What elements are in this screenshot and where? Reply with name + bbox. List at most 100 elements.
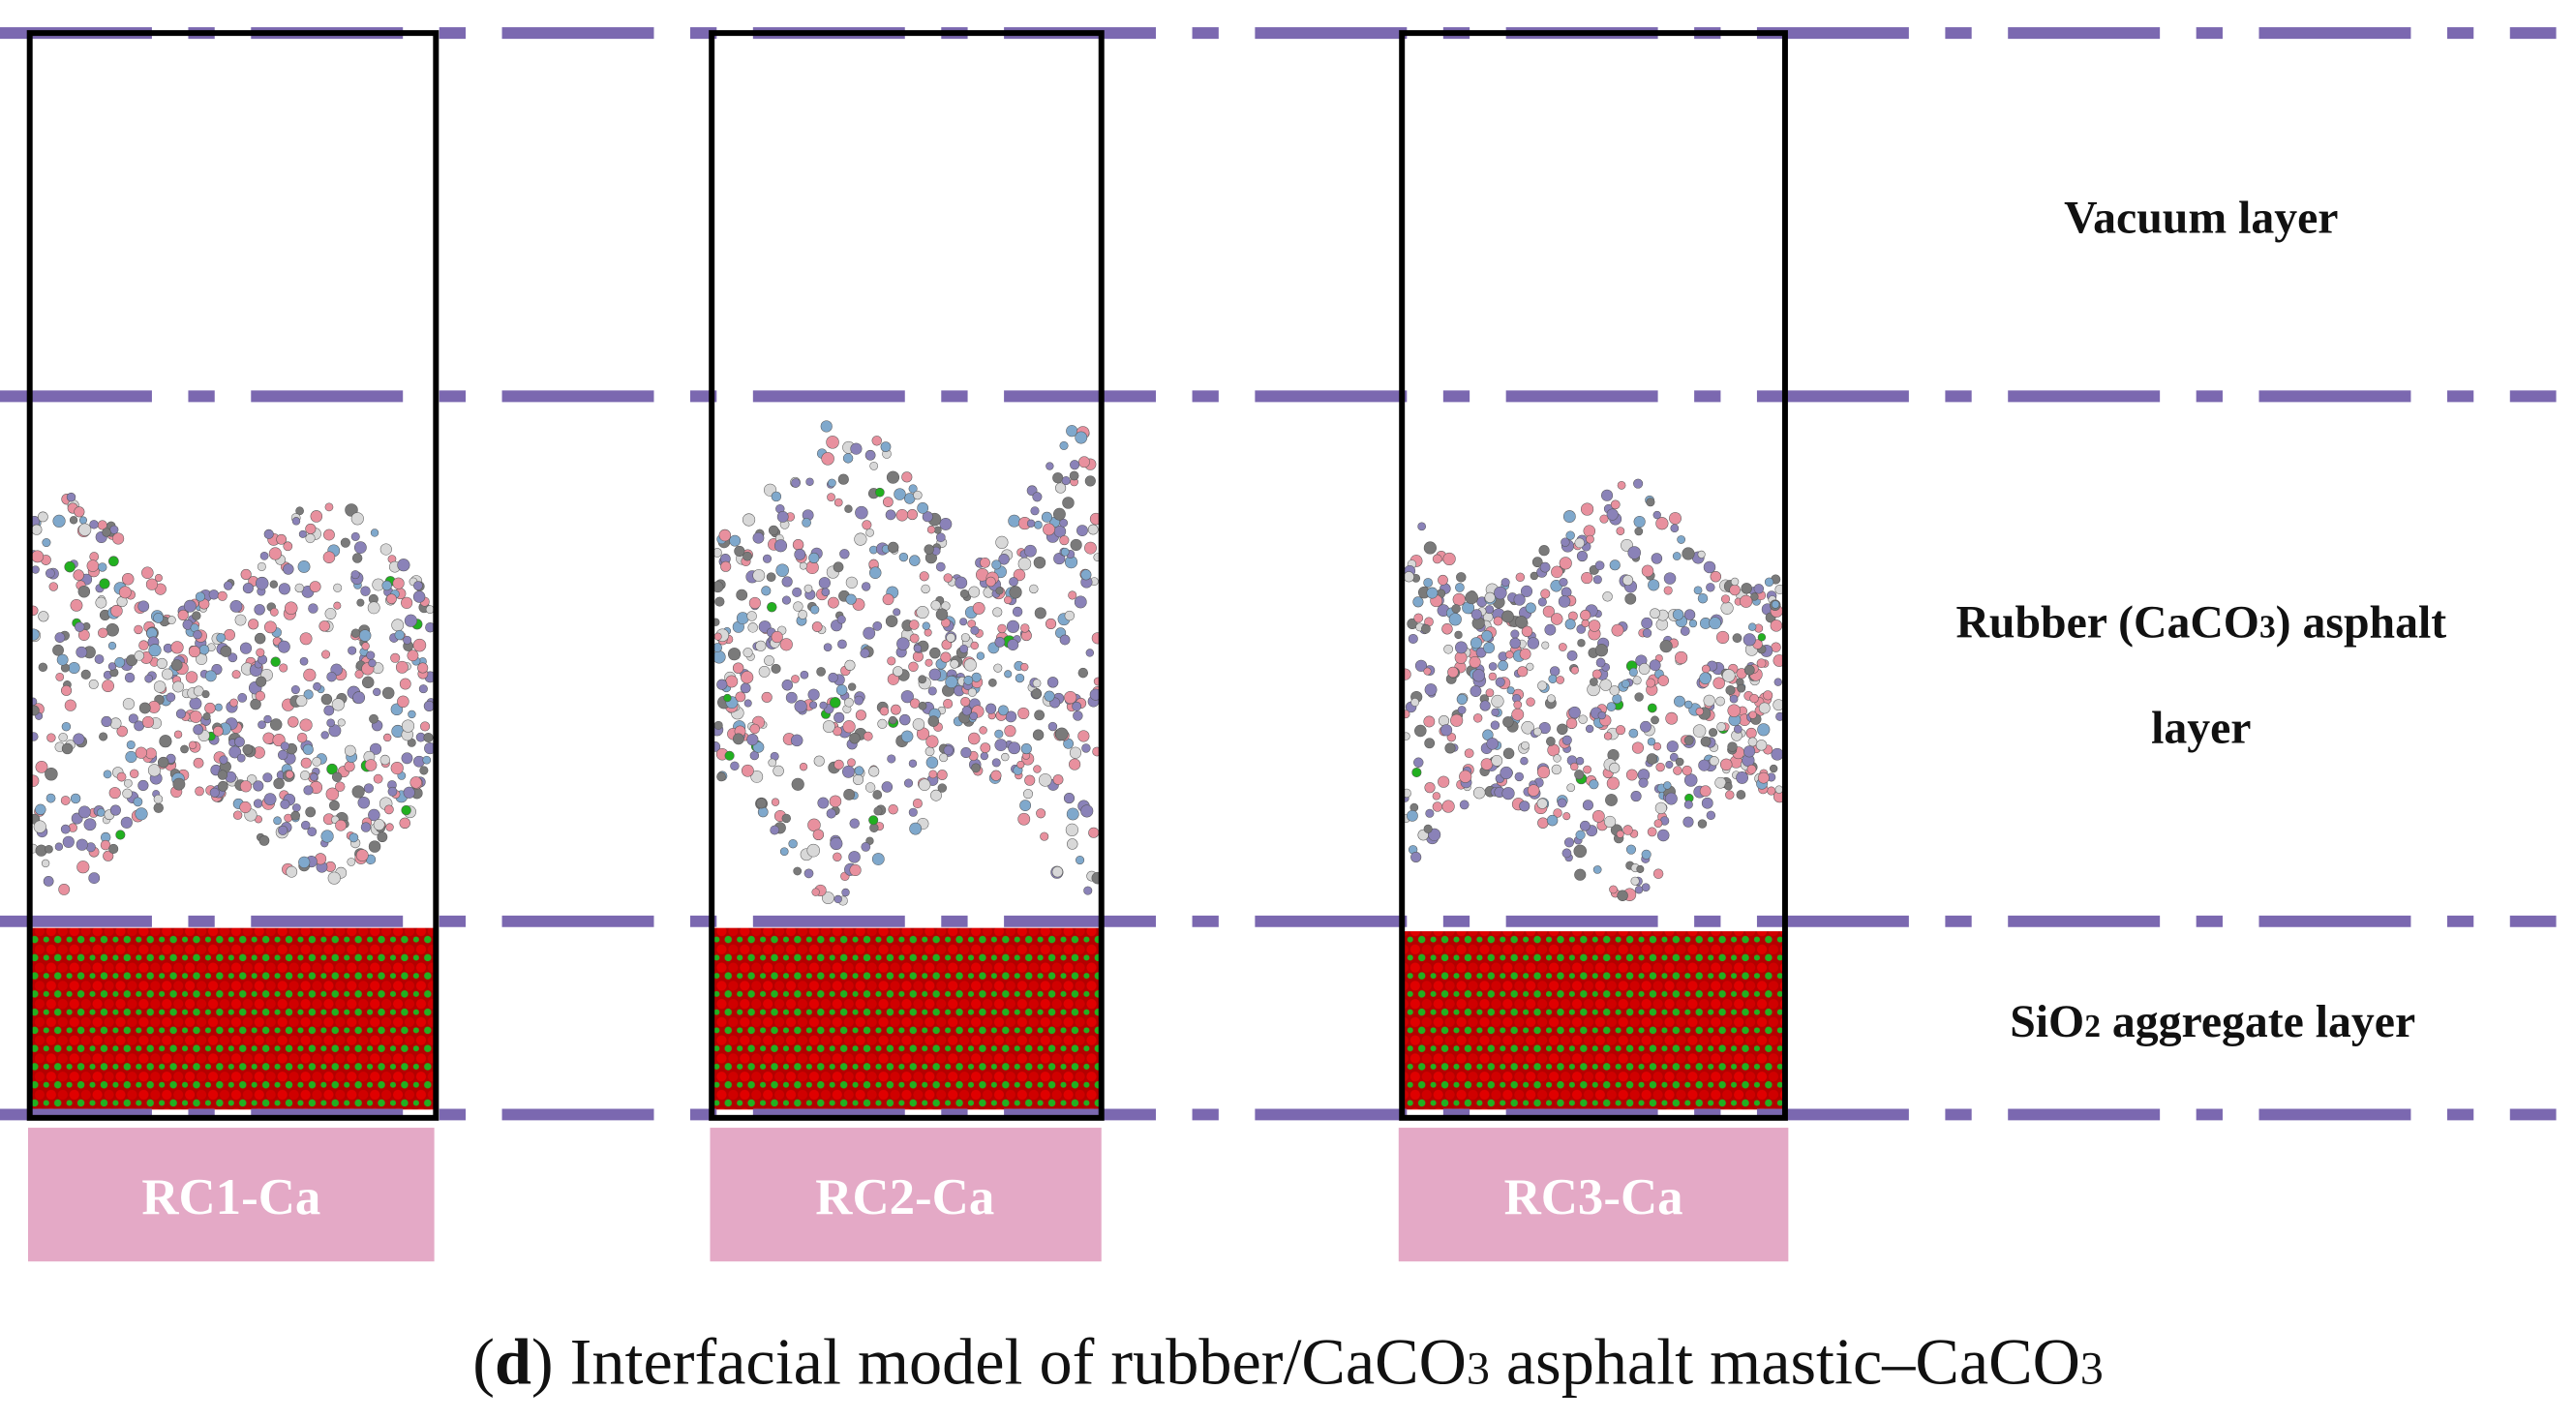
dash-lines [0, 27, 2557, 1121]
atom [1634, 886, 1644, 894]
atom [331, 771, 343, 782]
atom [736, 612, 749, 625]
atom [303, 785, 314, 796]
atom [58, 732, 68, 742]
model-tag [710, 1128, 1102, 1262]
atom [1683, 736, 1694, 745]
atom [276, 533, 288, 545]
atom [1403, 571, 1414, 583]
atom [1500, 578, 1510, 588]
atom [1020, 623, 1030, 633]
atom [979, 726, 987, 735]
atom [35, 760, 48, 773]
atom [793, 866, 803, 876]
atom [1683, 773, 1698, 787]
atom [48, 582, 58, 591]
atom [344, 744, 356, 757]
atom [56, 653, 69, 666]
atom [61, 722, 72, 732]
atom [180, 744, 189, 754]
atom [980, 557, 990, 568]
atom [828, 596, 839, 609]
atom [1757, 633, 1767, 642]
atom [1488, 672, 1498, 681]
atom [170, 659, 183, 671]
atom [1561, 537, 1570, 547]
atom [298, 856, 311, 868]
atom [1697, 819, 1708, 829]
atom [61, 742, 74, 755]
atom [849, 732, 861, 744]
atom [208, 589, 220, 600]
atom [255, 576, 269, 590]
atom [1527, 637, 1540, 650]
atom [420, 721, 431, 732]
atom [1603, 732, 1613, 740]
atom [259, 552, 269, 560]
atom [385, 823, 394, 831]
atom [212, 725, 224, 737]
atom [1595, 657, 1606, 668]
atom [888, 803, 898, 815]
atom [224, 629, 235, 641]
atom [1737, 683, 1746, 693]
atom [349, 832, 359, 843]
atom [1568, 706, 1581, 719]
atom [847, 682, 857, 691]
atom [1441, 800, 1455, 813]
atom [326, 718, 336, 728]
atom [370, 742, 382, 755]
atom [1592, 575, 1602, 585]
atom [1577, 639, 1586, 648]
atom [736, 589, 748, 601]
atom [1501, 610, 1514, 623]
atom [1519, 801, 1530, 812]
atom [1699, 672, 1712, 684]
atom [1532, 727, 1542, 737]
atom [1432, 801, 1443, 812]
atom [1521, 721, 1534, 735]
atom [971, 672, 982, 682]
atom [1609, 685, 1620, 696]
atom [1746, 764, 1757, 774]
atom [779, 638, 793, 651]
atom [1588, 619, 1601, 632]
molecular-layers [26, 420, 1786, 1110]
atom [1641, 883, 1651, 892]
atom [1562, 812, 1571, 821]
atom [1076, 856, 1085, 865]
atom [35, 803, 46, 816]
atom [1575, 830, 1586, 840]
atom [908, 807, 918, 817]
atom [323, 529, 335, 541]
atom [394, 629, 405, 641]
atom [1039, 773, 1052, 787]
atom [303, 668, 317, 681]
atom [723, 693, 732, 703]
atom [1606, 702, 1617, 711]
atom [1621, 680, 1630, 688]
atom [1502, 716, 1514, 728]
atom [918, 701, 927, 710]
atom [172, 777, 186, 791]
atom [1574, 868, 1587, 881]
atom [1640, 720, 1652, 733]
atom [1611, 623, 1624, 637]
atom [337, 718, 346, 727]
atom [1040, 831, 1049, 841]
atom [885, 509, 896, 521]
atom [134, 624, 143, 635]
atom [1069, 470, 1079, 481]
atom [985, 576, 996, 588]
atom [936, 770, 948, 780]
atom [1743, 745, 1756, 758]
atom [1069, 758, 1081, 770]
atom [1701, 797, 1713, 809]
atom [77, 585, 91, 598]
atom [1490, 720, 1500, 730]
atom [855, 710, 866, 721]
atom [126, 740, 136, 750]
atom [1004, 595, 1013, 605]
atom [725, 675, 739, 688]
atom [1631, 741, 1645, 754]
